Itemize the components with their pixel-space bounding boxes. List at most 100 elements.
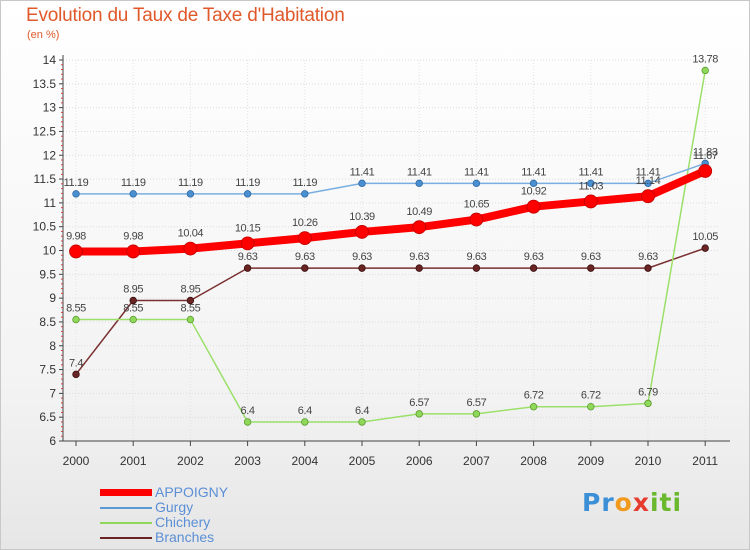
y-tick-label: 6 xyxy=(49,434,56,448)
x-tick-label: 2001 xyxy=(120,454,147,468)
data-point-chichery xyxy=(415,410,423,418)
data-label-chichery: 6.4 xyxy=(241,405,255,417)
data-label-branches: 10.05 xyxy=(692,231,718,243)
data-point-gurgy xyxy=(243,190,252,198)
data-label-branches: 7.4 xyxy=(69,357,83,369)
data-point-appoigny xyxy=(240,236,255,251)
y-tick-label: 12.5 xyxy=(33,124,57,138)
data-point-branches xyxy=(472,264,481,272)
data-label-gurgy: 11.41 xyxy=(350,166,375,178)
x-tick-label: 2011 xyxy=(692,454,718,468)
data-point-chichery xyxy=(358,418,366,426)
data-label-branches: 9.63 xyxy=(638,251,658,263)
y-tick-label: 13.5 xyxy=(33,77,57,91)
chart-title: Evolution du Taux de Taxe d'Habitation xyxy=(26,5,345,26)
y-tick-label: 6.5 xyxy=(39,410,56,424)
data-point-gurgy xyxy=(587,179,595,188)
data-point-chichery xyxy=(472,410,481,418)
data-label-appoigny: 9.98 xyxy=(66,230,86,242)
data-point-branches xyxy=(358,264,366,272)
y-tick-label: 9 xyxy=(49,291,56,305)
x-tick-label: 2009 xyxy=(577,454,604,468)
data-label-gurgy: 11.83 xyxy=(693,146,718,158)
x-tick-label: 2003 xyxy=(234,454,261,468)
data-point-chichery xyxy=(186,315,195,324)
data-label-chichery: 6.57 xyxy=(466,397,486,409)
data-point-gurgy xyxy=(472,179,481,188)
x-tick-label: 2008 xyxy=(520,454,547,468)
x-tick-label: 2006 xyxy=(406,454,433,468)
data-labels: 11.19 11.19 11.19 11.19 11.19 11.41 11.41 11.41… xyxy=(64,53,719,416)
data-label-gurgy: 11.19 xyxy=(235,177,260,189)
y-tick-label: 10 xyxy=(43,244,57,258)
data-label-branches: 9.63 xyxy=(238,251,258,263)
x-tick-label: 2000 xyxy=(63,454,90,468)
x-tick-label: 2007 xyxy=(463,454,490,468)
data-label-branches: 8.95 xyxy=(180,284,200,296)
data-label-chichery: 8.55 xyxy=(66,303,86,315)
data-label-gurgy: 11.19 xyxy=(64,177,89,189)
y-axis-ticks: 6 6.5 7 7.5 8 8.5 9 9.5 10 10.5 11 11.5 12 12.5 13 13.5… xyxy=(33,53,63,448)
data-label-gurgy: 11.41 xyxy=(578,166,603,178)
data-label-chichery: 6.72 xyxy=(581,390,601,402)
series-branches xyxy=(72,244,709,379)
data-point-chichery xyxy=(644,399,652,408)
data-point-appoigny xyxy=(297,231,312,246)
data-label-branches: 9.63 xyxy=(524,251,544,263)
legend-label-branches: Branches xyxy=(155,529,215,545)
legend-label-chichery: Chichery xyxy=(155,514,211,530)
data-label-gurgy: 11.41 xyxy=(636,166,661,178)
y-tick-label: 13 xyxy=(43,101,57,115)
data-label-gurgy: 11.19 xyxy=(178,177,203,189)
series-appoigny xyxy=(69,164,713,259)
legend-label-gurgy: Gurgy xyxy=(155,499,194,515)
data-point-branches xyxy=(129,296,137,305)
data-label-branches: 9.63 xyxy=(295,251,315,263)
series-line-chichery xyxy=(75,69,706,423)
x-tick-label: 2004 xyxy=(291,454,318,468)
data-label-appoigny: 10.26 xyxy=(292,217,318,229)
data-label-gurgy: 11.41 xyxy=(464,166,489,178)
data-point-appoigny xyxy=(526,199,541,214)
data-point-chichery xyxy=(301,418,309,426)
data-label-appoigny: 11.03 xyxy=(578,180,603,192)
data-label-appoigny: 9.98 xyxy=(123,230,143,242)
legend-swatch-appoigny xyxy=(100,489,152,496)
data-point-appoigny xyxy=(412,220,427,235)
data-label-chichery: 6.72 xyxy=(524,390,544,402)
data-point-appoigny xyxy=(126,244,141,259)
y-tick-label: 11.5 xyxy=(34,172,57,186)
data-point-branches xyxy=(701,244,709,252)
data-point-branches xyxy=(243,264,252,272)
data-label-gurgy: 11.19 xyxy=(121,177,146,189)
data-point-gurgy xyxy=(529,179,538,188)
x-tick-label: 2010 xyxy=(635,454,662,468)
data-label-appoigny: 10.04 xyxy=(178,228,204,240)
data-label-appoigny: 11.67 xyxy=(693,150,718,162)
series-lines xyxy=(69,66,713,426)
y-tick-label: 12 xyxy=(43,148,57,162)
line-chart: 66.577.588.599.51010.51111.51212.51313.5… xyxy=(33,53,730,468)
legend-swatch-gurgy xyxy=(100,507,152,509)
data-point-appoigny xyxy=(698,164,713,178)
data-label-chichery: 6.79 xyxy=(638,386,658,398)
data-point-appoigny xyxy=(641,189,655,204)
data-point-branches xyxy=(587,264,595,272)
data-label-chichery: 6.4 xyxy=(355,405,369,417)
y-tick-label: 7 xyxy=(49,386,56,400)
legend-label-appoigny: APPOIGNY xyxy=(155,484,229,500)
data-point-chichery xyxy=(129,315,137,324)
x-axis-ticks: 2000 2001 2002 2003 2004 2005 2006 2007 2008 2009… xyxy=(63,441,718,468)
proxiti-logo: Proxiti xyxy=(582,488,683,517)
y-tick-label: 7.5 xyxy=(39,363,56,377)
data-point-appoigny xyxy=(183,241,198,256)
data-point-branches xyxy=(301,264,309,272)
data-point-gurgy xyxy=(301,190,309,198)
data-label-chichery: 6.57 xyxy=(409,397,429,409)
data-label-branches: 9.63 xyxy=(581,251,601,263)
data-label-branches: 8.95 xyxy=(123,284,143,296)
data-point-branches xyxy=(186,296,195,305)
y-tick-label: 14 xyxy=(43,53,57,67)
y-tick-label: 8 xyxy=(49,339,56,353)
